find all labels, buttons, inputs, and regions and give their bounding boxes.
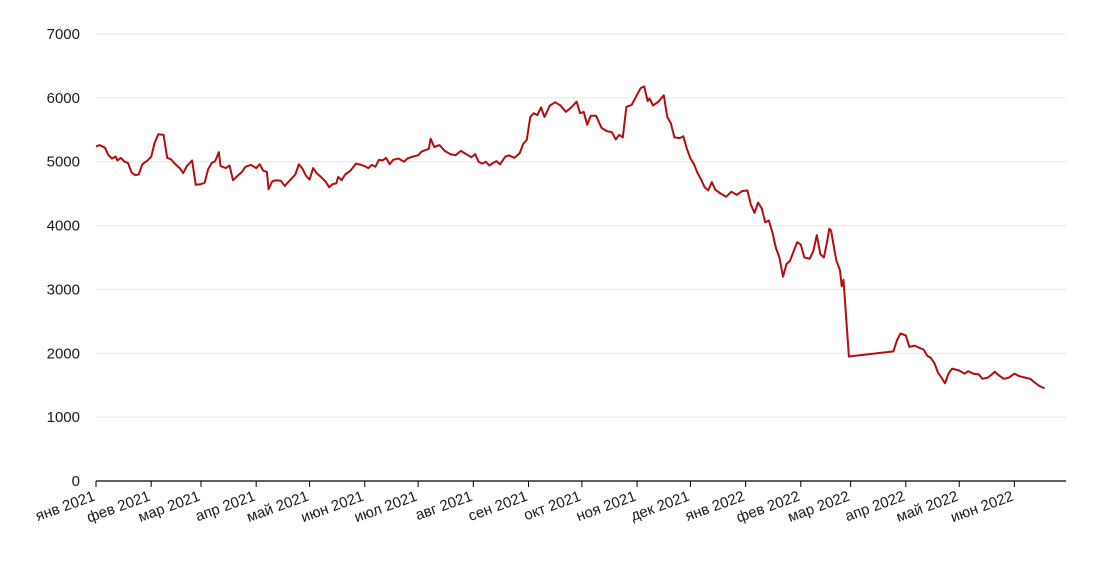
y-tick-label: 4000 [47, 218, 80, 235]
x-tick-label: окт 2021 [522, 488, 584, 524]
x-tick-label: июн 2022 [948, 488, 1015, 526]
series-line [95, 85, 1046, 390]
y-tick-label: 0 [72, 473, 80, 490]
x-tick-label: май 2022 [894, 488, 960, 526]
y-tick-label: 2000 [47, 345, 80, 362]
y-tick-label: 7000 [47, 26, 80, 43]
y-tick-label: 5000 [47, 154, 80, 171]
x-tick-label: авг 2021 [413, 488, 475, 524]
x-tick-label: ноя 2021 [574, 488, 638, 525]
gridlines [96, 33, 1066, 418]
y-tick-label: 1000 [47, 409, 80, 426]
x-tick-label: май 2021 [244, 488, 310, 526]
y-axis: 0 1000 2000 3000 4000 5000 6000 7000 [47, 26, 80, 490]
y-tick-label: 3000 [47, 281, 80, 298]
y-tick-label: 6000 [47, 90, 80, 107]
x-tick-label: сен 2021 [466, 488, 530, 525]
x-tick-label: дек 2021 [629, 488, 692, 525]
series-layer [95, 85, 1046, 390]
